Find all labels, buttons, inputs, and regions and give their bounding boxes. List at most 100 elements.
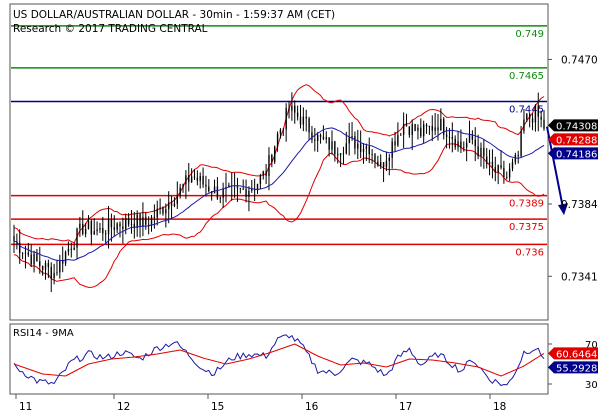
candle-body — [534, 105, 537, 123]
candle-body — [104, 233, 107, 235]
candle-body — [222, 189, 224, 198]
level-label: 0.7445 — [509, 104, 544, 115]
candle-body — [251, 189, 253, 191]
candle-body — [125, 217, 127, 229]
x-tick-label: 11 — [19, 401, 32, 413]
price-badge-bg — [548, 119, 598, 132]
chart-subtitle: Research © 2017 TRADING CENTRAL — [13, 23, 208, 35]
candle-body — [388, 157, 390, 161]
candle-body — [345, 143, 348, 154]
candle-body — [305, 116, 307, 119]
candle-body — [465, 142, 468, 148]
candle-body — [190, 176, 193, 183]
candle-body — [523, 119, 525, 132]
candle-body — [480, 147, 482, 157]
level-label: 0.7465 — [509, 71, 544, 82]
candle-body — [279, 129, 282, 134]
x-tick-label: 18 — [493, 401, 506, 413]
rsi-y-tick-label: 70 — [585, 340, 598, 351]
candle-body — [311, 132, 313, 140]
price-badge-bg — [548, 147, 598, 160]
candle-body — [156, 208, 158, 218]
candle-body — [448, 136, 451, 138]
candle-body — [87, 221, 90, 230]
candle-body — [471, 135, 474, 140]
value-badges: 0.74308 0.74288 0.74186 60.6464 55.2928 — [548, 119, 598, 374]
candle-body — [537, 105, 539, 117]
candle-body — [185, 175, 187, 185]
candle-body — [248, 190, 250, 197]
candle-body — [142, 216, 144, 227]
candle-body — [13, 236, 15, 242]
candle-body — [39, 261, 41, 267]
candle-body — [528, 114, 531, 119]
candle-body — [322, 136, 325, 140]
candle-body — [262, 171, 264, 176]
candle-body — [414, 124, 416, 131]
candle-body — [402, 123, 405, 135]
candle-body — [107, 219, 110, 235]
candle-body — [67, 248, 70, 252]
rsi-badge-bg — [548, 361, 598, 374]
candle-body — [368, 146, 370, 155]
candle-body — [219, 197, 221, 199]
candle-body — [44, 263, 47, 270]
candle-body — [205, 184, 207, 187]
candle-body — [339, 153, 342, 156]
candle-body — [122, 226, 124, 229]
chart-title: US DOLLAR/AUSTRALIAN DOLLAR - 30min - 1:… — [13, 9, 335, 21]
candle-body — [30, 254, 32, 265]
candle-body — [488, 161, 491, 164]
candle-body — [451, 137, 454, 139]
candle-body — [359, 143, 362, 152]
candle-body — [102, 228, 104, 234]
candle-body — [382, 162, 385, 168]
candle-body — [116, 223, 118, 230]
candle-body — [24, 252, 27, 254]
candle-body — [268, 155, 270, 177]
candle-body — [19, 242, 21, 253]
candle-body — [216, 186, 219, 199]
forecast-arrow-head — [558, 203, 568, 216]
x-tick-label: 16 — [305, 401, 319, 413]
candle-body — [531, 118, 534, 123]
candle-body — [228, 185, 230, 188]
candle-body — [84, 229, 87, 234]
candle-body — [79, 223, 81, 229]
candle-body — [188, 175, 190, 183]
candle-body — [59, 259, 61, 273]
level-label: 0.7375 — [509, 222, 544, 233]
candle-body — [463, 147, 465, 149]
candle-body — [351, 136, 353, 138]
rsi-badge-text: 55.2928 — [556, 363, 597, 374]
candle-body — [491, 161, 494, 168]
candle-body — [173, 203, 176, 206]
candle-body — [434, 127, 436, 131]
price-badge-text: 0.74288 — [556, 135, 597, 146]
level-label: 0.7389 — [509, 199, 544, 210]
candle-body — [374, 154, 376, 162]
candle-body — [371, 154, 373, 155]
candle-body — [362, 148, 365, 152]
candle-body — [182, 184, 184, 188]
rsi-series-rsi_ma — [13, 343, 545, 377]
candle-body — [53, 272, 55, 279]
x-tick-label: 12 — [117, 401, 130, 413]
candle-body — [288, 107, 290, 111]
candle-body — [282, 129, 284, 131]
candle-body — [21, 252, 24, 254]
candle-body — [170, 202, 173, 206]
candle-body — [354, 136, 356, 149]
candle-body — [334, 141, 336, 155]
price-panel-frame — [9, 3, 549, 321]
candle-body — [296, 112, 299, 117]
moving-average-line — [13, 127, 545, 262]
candle-body — [274, 146, 276, 162]
candle-body — [294, 105, 296, 113]
candle-body — [245, 189, 247, 197]
candle-body — [325, 137, 327, 140]
candle-body — [425, 124, 428, 127]
candle-body — [420, 127, 422, 137]
candle-body — [437, 127, 439, 131]
candle-body — [443, 119, 445, 135]
